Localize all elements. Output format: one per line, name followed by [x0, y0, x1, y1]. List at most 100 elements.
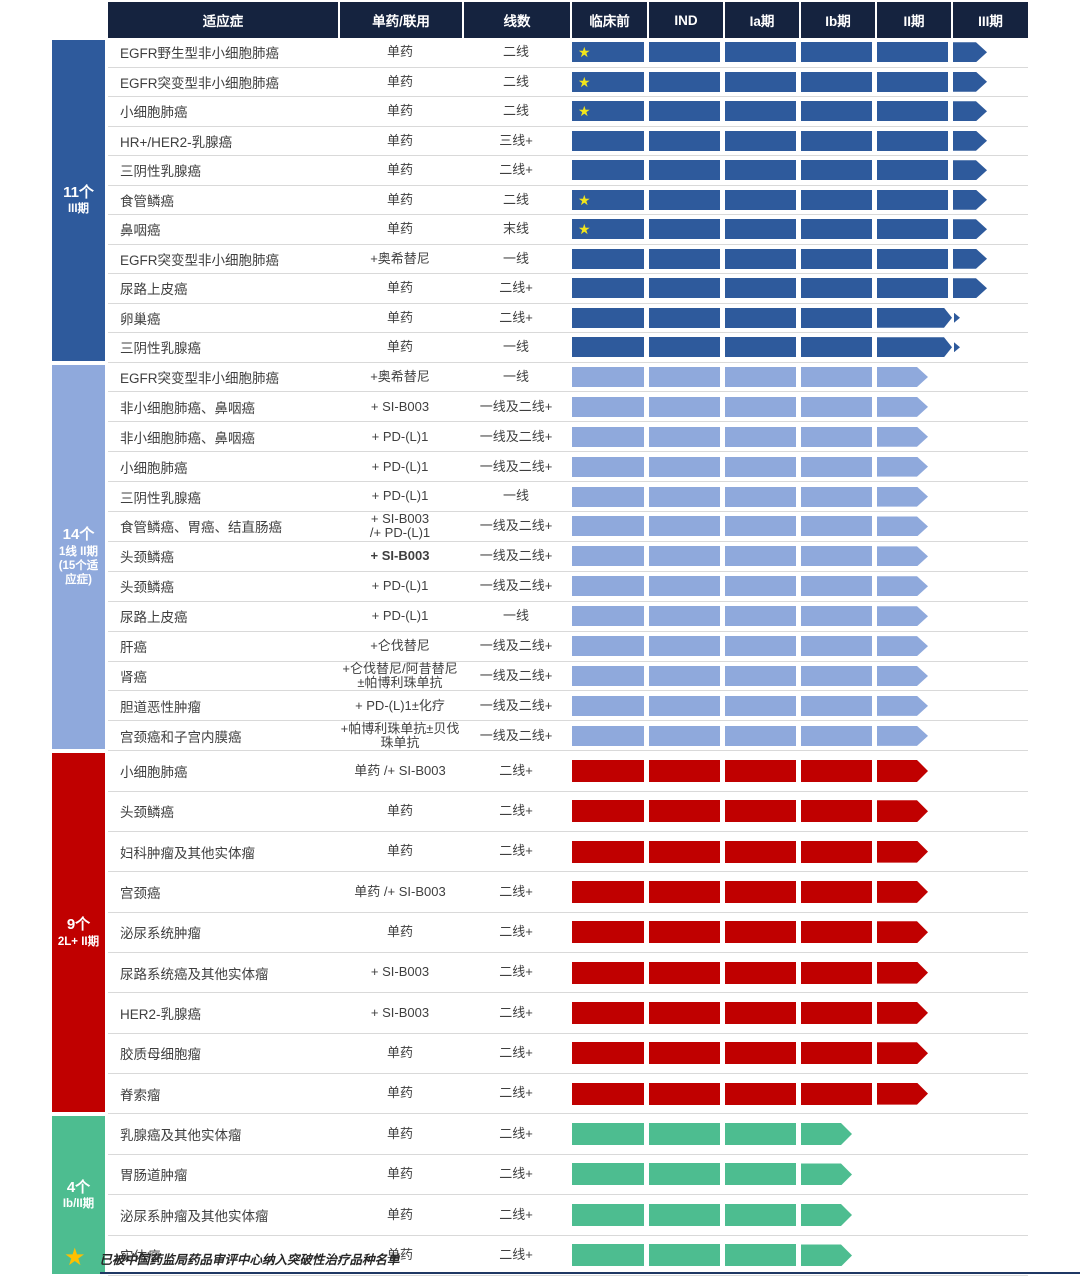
indication-cell: 头颈鳞癌 [120, 580, 174, 596]
line-cell: 二线+ [499, 762, 533, 778]
bar-segment [801, 101, 872, 122]
bar-segment [649, 160, 720, 181]
combo-cell: 单药 [386, 1206, 413, 1222]
bar-track [570, 632, 1028, 661]
bar-segment [649, 516, 720, 537]
indication-cell: 尿路上皮癌 [120, 282, 188, 298]
combo-cell: 单药 [386, 843, 413, 859]
bar-segment [572, 101, 644, 122]
line-cell: 一线 [502, 250, 529, 266]
pipeline-group-3: 9个 2L+ II期 小细胞肺癌 单药 /+ SI-B003 二线+ 头颈鳞癌 单药 二线+ 妇… [52, 751, 1028, 1115]
bar-segment [877, 71, 948, 92]
bar-segment [649, 486, 720, 507]
bar-segment [572, 1082, 644, 1105]
bar-arrow-segment [877, 666, 928, 686]
bar-segment [649, 800, 720, 823]
combo-cell: + PD-(L)1±化疗 [355, 697, 445, 713]
bar-segment [801, 426, 872, 447]
bar-segment [725, 800, 796, 823]
bar-track [570, 542, 1028, 571]
bar-segment [725, 42, 796, 63]
pipeline-row: 头颈鳞癌 + PD-(L)1 一线及二线+ [108, 572, 1028, 602]
combo-cell: 单药 [386, 1247, 413, 1263]
bar-segment [801, 961, 872, 984]
bar-track [570, 156, 1028, 185]
bar-segment [725, 130, 796, 151]
bar-segment [572, 396, 644, 417]
bar-segment [725, 921, 796, 944]
bar-segment [801, 307, 872, 328]
pipeline-row: 乳腺癌及其他实体瘤 单药 二线+ [108, 1114, 1028, 1155]
bar-track [570, 662, 1028, 691]
line-cell: 二线+ [499, 1004, 533, 1020]
bar-track [570, 913, 1028, 952]
bar-segment [877, 160, 948, 181]
indication-cell: 乳腺癌及其他实体瘤 [120, 1127, 242, 1143]
bar-segment [801, 695, 872, 716]
group-label-line: Ib/II期 [62, 1198, 95, 1211]
bar-segment [801, 666, 872, 687]
bar-segment [649, 546, 720, 567]
bar-segment [572, 71, 644, 92]
bar-segment [649, 1203, 720, 1226]
line-cell: 一线及二线+ [479, 667, 553, 683]
pipeline-row: 胃肠道肿瘤 单药 二线+ [108, 1155, 1028, 1196]
breakthrough-star-icon: ★ [578, 221, 591, 238]
bar-track [570, 1074, 1028, 1113]
bar-segment [572, 366, 644, 387]
bar-segment [725, 840, 796, 863]
line-cell: 一线 [502, 339, 529, 355]
combo-cell: 单药 [386, 1166, 413, 1182]
pipeline-row: 肝癌 +仑伐替尼 一线及二线+ [108, 632, 1028, 662]
bar-segment [725, 546, 796, 567]
pipeline-row: 食管鳞癌 单药 二线 ★ [108, 186, 1028, 215]
bar-segment [649, 880, 720, 903]
bar-segment [649, 189, 720, 210]
line-cell: 二线+ [499, 280, 533, 296]
combo-cell: 单药 [386, 221, 413, 237]
bar-arrow-segment [801, 1123, 852, 1145]
column-header-line: 线数 [462, 2, 570, 38]
indication-cell: 非小细胞肺癌、鼻咽癌 [120, 400, 255, 416]
bar-segment [801, 71, 872, 92]
bar-segment [649, 101, 720, 122]
combo-cell: 单药 [386, 1085, 413, 1101]
group-label-line: 1线 II期 [59, 545, 98, 558]
bar-segment [649, 725, 720, 746]
line-cell: 二线+ [499, 1085, 533, 1101]
table-header: 适应症 单药/联用 线数 临床前 IND Ia期 Ib期 II期 III期 [108, 2, 1028, 38]
indication-cell: EGFR突变型非小细胞肺癌 [120, 370, 280, 386]
bar-segment [572, 576, 644, 597]
line-cell: 一线 [502, 488, 529, 504]
bar-segment [649, 130, 720, 151]
line-cell: 末线 [502, 221, 529, 237]
bar-segment [801, 396, 872, 417]
bar-segment [649, 921, 720, 944]
bar-track [570, 792, 1028, 831]
bar-segment [725, 396, 796, 417]
column-header-ind: IND [647, 2, 723, 38]
bar-segment [572, 160, 644, 181]
pipeline-row: 泌尿系统肿瘤 单药 二线+ [108, 913, 1028, 953]
pipeline-row: HER2-乳腺癌 + SI-B003 二线+ [108, 993, 1028, 1034]
line-cell: 一线 [502, 608, 529, 624]
bar-segment [801, 486, 872, 507]
indication-cell: HER2-乳腺癌 [120, 1006, 202, 1022]
bar-segment [572, 189, 644, 210]
bar-track: ★ [570, 215, 1028, 244]
pipeline-row: 头颈鳞癌 + SI-B003 一线及二线+ [108, 542, 1028, 572]
breakthrough-star-icon: ★ [578, 73, 591, 90]
bar-segment [725, 695, 796, 716]
bar-segment [572, 337, 644, 358]
bar-arrow-segment [877, 576, 928, 596]
indication-cell: 非小细胞肺癌、鼻咽癌 [120, 430, 255, 446]
footnote-text: 已被中国药监局药品审评中心纳入突破性治疗品种名单 [99, 1252, 400, 1267]
combo-cell: + SI-B003 /+ PD-(L)1 [369, 511, 431, 541]
indication-cell: 卵巢癌 [120, 311, 161, 327]
indication-cell: 泌尿系肿瘤及其他实体瘤 [120, 1208, 269, 1224]
group-label: 14个 1线 II期 (15个适 应症) [52, 364, 105, 750]
bar-segment [725, 456, 796, 477]
bar-arrow-segment [877, 1083, 928, 1105]
pipeline-row: 卵巢癌 单药 二线+ [108, 304, 1028, 333]
column-header-preclinical: 临床前 [570, 2, 647, 38]
